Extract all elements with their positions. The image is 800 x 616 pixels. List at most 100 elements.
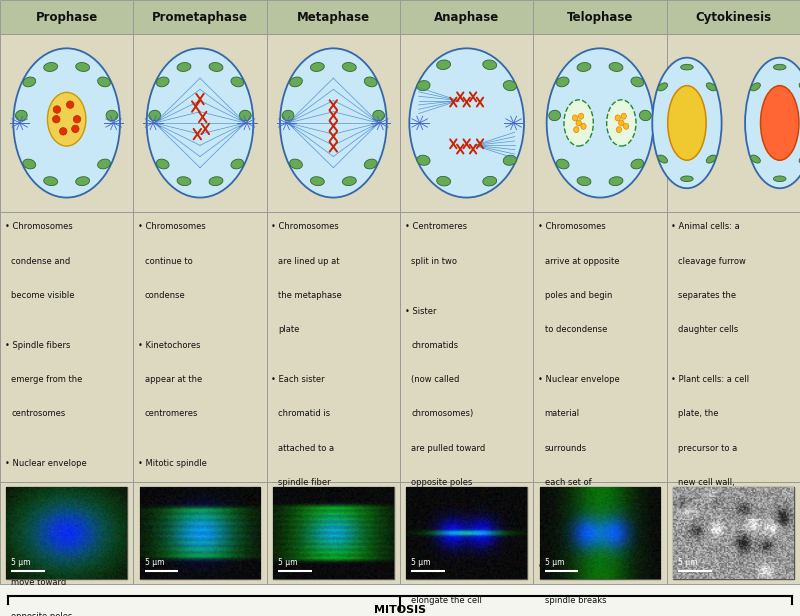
Text: are pulled toward: are pulled toward [411, 444, 486, 453]
Ellipse shape [631, 159, 644, 169]
Text: • Nuclear envelope: • Nuclear envelope [5, 460, 86, 468]
Text: • Mitotic spindle: • Mitotic spindle [138, 460, 207, 468]
Text: material: material [545, 410, 580, 418]
Ellipse shape [44, 177, 58, 185]
Ellipse shape [417, 81, 430, 91]
Text: Telophase: Telophase [567, 10, 633, 23]
Text: Prophase: Prophase [35, 10, 98, 23]
Ellipse shape [76, 177, 90, 185]
Ellipse shape [618, 120, 624, 126]
Bar [534, 0, 666, 34]
Text: 5 μm: 5 μm [278, 557, 298, 567]
Text: • Nuclear envelope: • Nuclear envelope [538, 375, 620, 384]
Ellipse shape [209, 63, 223, 71]
Ellipse shape [59, 128, 67, 135]
Text: plate, the: plate, the [678, 410, 718, 418]
Text: move toward: move toward [11, 578, 66, 587]
Text: emerge from the: emerge from the [11, 375, 82, 384]
Ellipse shape [14, 48, 120, 198]
Bar [266, 482, 400, 583]
Ellipse shape [47, 92, 86, 146]
Ellipse shape [799, 155, 800, 163]
Text: 5 μm: 5 μm [145, 557, 164, 567]
Bar [266, 212, 400, 482]
Ellipse shape [578, 113, 584, 120]
Ellipse shape [342, 177, 356, 185]
Text: cleavage furrow: cleavage furrow [678, 257, 746, 265]
Text: • Certain spindle: • Certain spindle [405, 528, 476, 537]
Text: separates the: separates the [678, 291, 736, 300]
Bar [273, 487, 394, 579]
Ellipse shape [310, 177, 324, 185]
Ellipse shape [342, 63, 356, 71]
Text: Metaphase: Metaphase [297, 10, 370, 23]
Bar [134, 482, 266, 583]
Text: • Sister: • Sister [405, 307, 436, 315]
Bar [406, 487, 527, 579]
Ellipse shape [310, 63, 324, 71]
Text: (now called: (now called [411, 375, 459, 384]
Bar [666, 0, 800, 34]
Ellipse shape [364, 159, 377, 169]
Text: originating from: originating from [278, 513, 346, 521]
Ellipse shape [546, 48, 654, 198]
Text: elongate the cell: elongate the cell [411, 596, 482, 606]
Text: fibers begin to: fibers begin to [411, 562, 473, 571]
Ellipse shape [606, 100, 636, 146]
Text: attached to a: attached to a [278, 444, 334, 453]
Bar [400, 0, 534, 34]
Bar [134, 34, 266, 212]
Text: MITOSIS: MITOSIS [374, 605, 426, 615]
Ellipse shape [706, 83, 716, 91]
Ellipse shape [482, 60, 497, 70]
Text: are lined up at: are lined up at [278, 257, 339, 265]
Bar [266, 34, 400, 212]
Ellipse shape [774, 64, 786, 70]
Ellipse shape [177, 63, 191, 71]
Ellipse shape [681, 64, 693, 70]
Ellipse shape [437, 60, 450, 70]
Ellipse shape [290, 159, 302, 169]
Text: chromatid is: chromatid is [278, 410, 330, 418]
Ellipse shape [658, 83, 667, 91]
Ellipse shape [76, 63, 90, 71]
Bar [666, 212, 800, 482]
Text: surrounds: surrounds [545, 444, 586, 453]
Text: centromeres: centromeres [145, 410, 198, 418]
Ellipse shape [373, 110, 385, 121]
Text: to decondense: to decondense [545, 325, 607, 334]
Ellipse shape [54, 106, 61, 113]
Ellipse shape [556, 77, 569, 87]
Text: separates the: separates the [678, 513, 736, 521]
Text: daughter cells: daughter cells [678, 325, 738, 334]
Text: condense: condense [145, 291, 186, 300]
Text: attach to: attach to [145, 528, 182, 537]
Ellipse shape [706, 155, 716, 163]
Bar [0, 0, 134, 34]
Text: 5 μm: 5 μm [411, 557, 430, 567]
Text: breaks down: breaks down [11, 493, 65, 503]
Ellipse shape [44, 63, 58, 71]
Ellipse shape [774, 176, 786, 182]
Text: the metaphase: the metaphase [278, 291, 342, 300]
Text: plate: plate [278, 325, 299, 334]
Text: arrive at opposite: arrive at opposite [545, 257, 619, 265]
Bar [134, 0, 266, 34]
Ellipse shape [15, 110, 27, 121]
Text: 5 μm: 5 μm [11, 557, 30, 567]
Bar [400, 212, 534, 482]
Bar [666, 482, 800, 583]
Bar [534, 482, 666, 583]
Bar [0, 212, 134, 482]
Ellipse shape [410, 48, 524, 198]
Ellipse shape [609, 177, 623, 185]
Ellipse shape [750, 83, 760, 91]
Text: • Spindle fibers: • Spindle fibers [5, 341, 70, 350]
Text: chromatids: chromatids [411, 341, 458, 350]
Ellipse shape [623, 123, 629, 129]
Text: opposite poles: opposite poles [411, 478, 473, 487]
Text: spindle breaks: spindle breaks [545, 596, 606, 606]
Ellipse shape [564, 100, 594, 146]
Text: split in two: split in two [411, 257, 458, 265]
Text: chromosomes: chromosomes [545, 513, 603, 521]
